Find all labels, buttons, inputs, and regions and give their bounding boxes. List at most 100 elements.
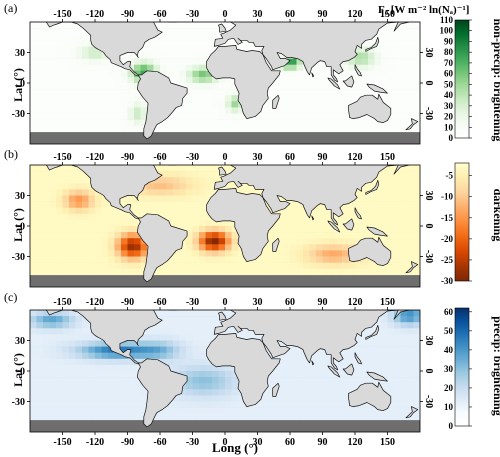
data-cell <box>121 395 128 402</box>
data-cell <box>303 377 310 384</box>
data-cell <box>329 119 336 126</box>
data-cell <box>335 401 343 408</box>
data-cell <box>225 377 232 384</box>
data-cell <box>342 232 349 239</box>
data-cell <box>387 213 395 221</box>
data-cell <box>270 83 278 90</box>
data-cell <box>413 113 420 120</box>
data-cell <box>101 383 109 390</box>
data-cell <box>407 213 414 221</box>
data-cell <box>374 334 382 341</box>
data-cell <box>322 377 330 384</box>
data-cell <box>36 395 44 402</box>
data-cell <box>69 316 76 323</box>
data-cell <box>88 352 96 360</box>
data-cell <box>348 358 356 366</box>
data-cell <box>101 364 109 372</box>
data-cell <box>329 389 336 396</box>
data-cell <box>400 310 408 317</box>
data-cell <box>192 40 200 47</box>
lon-tick-label: -90 <box>121 9 134 20</box>
data-cell <box>231 383 239 390</box>
data-cell <box>361 52 369 59</box>
data-cell <box>355 383 362 390</box>
data-cell <box>400 346 408 353</box>
data-cell <box>303 389 310 396</box>
lon-tick-label: 120 <box>348 297 363 308</box>
data-cell <box>36 262 44 269</box>
data-cell <box>69 322 76 329</box>
data-cell <box>108 389 115 396</box>
data-cell <box>36 171 44 178</box>
data-cell <box>348 125 356 133</box>
data-cell <box>75 232 83 239</box>
data-cell <box>75 238 83 245</box>
map-panel-precip: -150-150-120-120-90-90-60-60-30-30003030… <box>12 297 434 448</box>
data-cell <box>186 346 193 353</box>
data-cell <box>134 244 141 251</box>
data-cell <box>62 40 70 47</box>
data-cell <box>95 413 102 421</box>
data-cell <box>140 334 148 341</box>
data-cell <box>62 377 70 384</box>
data-cell <box>407 244 414 251</box>
data-cell <box>238 250 245 257</box>
data-cell <box>316 346 323 353</box>
data-cell <box>36 34 44 41</box>
data-cell <box>101 107 109 114</box>
data-cell <box>316 76 323 84</box>
data-cell <box>62 389 70 396</box>
data-cell <box>69 340 76 347</box>
data-cell <box>225 83 232 90</box>
data-cell <box>205 358 213 366</box>
data-cell <box>160 310 167 317</box>
data-cell <box>62 58 70 65</box>
data-cell <box>36 64 44 72</box>
data-cell <box>49 107 57 114</box>
data-cell <box>30 346 37 353</box>
data-cell <box>147 195 154 202</box>
data-cell <box>88 195 96 202</box>
data-cell <box>387 113 395 120</box>
data-cell <box>186 83 193 90</box>
data-cell <box>303 256 310 263</box>
data-cell <box>342 226 349 233</box>
data-cell <box>49 226 57 233</box>
data-cell <box>413 219 420 227</box>
data-cell <box>140 407 148 414</box>
data-cell <box>121 383 128 390</box>
data-cell <box>283 89 291 96</box>
data-cell <box>153 346 161 353</box>
data-cell <box>348 413 356 421</box>
data-cell <box>218 383 226 390</box>
data-cell <box>134 119 141 126</box>
data-cell <box>407 40 414 47</box>
data-cell <box>69 58 76 65</box>
data-cell <box>205 171 213 178</box>
data-cell <box>329 113 336 120</box>
data-cell <box>179 40 187 47</box>
data-cell <box>413 364 420 372</box>
data-cell <box>36 70 44 78</box>
data-cell <box>407 371 414 378</box>
data-cell <box>192 183 200 190</box>
data-cell <box>316 358 323 366</box>
data-cell <box>49 371 57 378</box>
data-cell <box>205 316 213 323</box>
data-cell <box>335 101 343 108</box>
data-cell <box>179 64 187 72</box>
data-cell <box>192 52 200 59</box>
data-cell <box>238 334 245 341</box>
data-cell <box>225 244 232 251</box>
data-cell <box>30 407 37 414</box>
data-cell <box>355 268 362 276</box>
data-cell <box>49 389 57 396</box>
data-cell <box>121 226 128 233</box>
data-cell <box>95 207 102 215</box>
data-cell <box>296 256 304 263</box>
data-cell <box>264 101 271 108</box>
data-cell <box>43 207 50 215</box>
data-cell <box>56 171 63 178</box>
data-cell <box>179 407 187 414</box>
